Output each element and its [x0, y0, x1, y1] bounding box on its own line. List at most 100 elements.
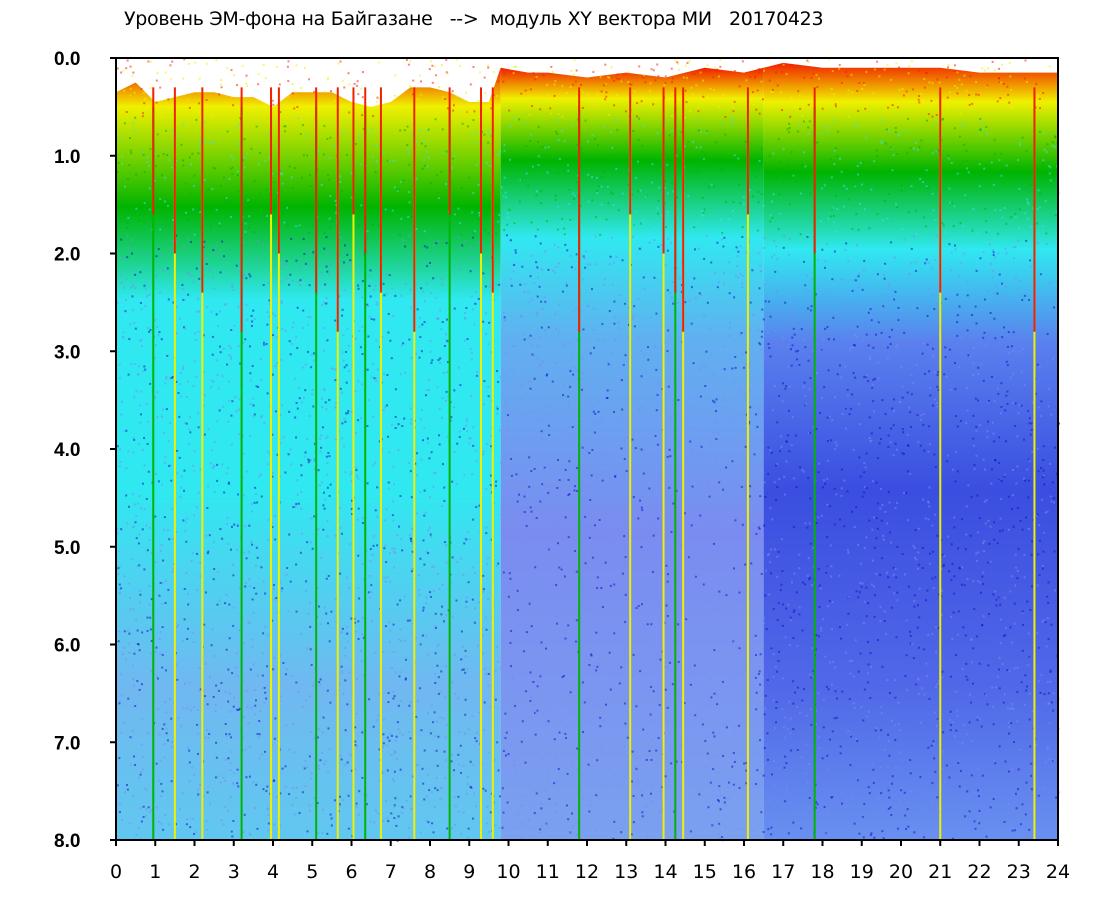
heat-speckle: [799, 124, 802, 127]
heat-speckle: [554, 568, 557, 571]
heat-speckle: [293, 813, 296, 816]
heat-speckle: [460, 658, 463, 661]
heat-speckle: [405, 799, 408, 802]
heat-speckle: [497, 220, 500, 223]
heat-speckle: [227, 700, 230, 703]
heat-speckle: [169, 64, 172, 67]
heat-speckle: [539, 365, 542, 368]
heat-speckle: [399, 373, 402, 376]
heat-speckle: [772, 699, 775, 702]
heat-speckle: [665, 666, 668, 669]
heat-speckle: [776, 167, 779, 170]
heat-speckle: [768, 593, 771, 596]
heat-speckle: [737, 250, 740, 253]
heat-speckle: [781, 570, 784, 573]
heat-speckle: [495, 283, 498, 286]
heat-speckle: [345, 381, 348, 384]
heat-speckle: [608, 474, 611, 477]
heat-speckle: [963, 74, 966, 77]
heat-speckle: [161, 666, 164, 669]
heat-speckle: [868, 792, 871, 795]
heat-speckle: [935, 113, 938, 116]
heat-speckle: [885, 128, 888, 131]
heat-speckle: [575, 833, 578, 836]
heat-speckle: [224, 690, 227, 693]
heat-speckle: [566, 705, 569, 708]
heat-speckle: [418, 356, 421, 359]
heat-speckle: [723, 554, 726, 557]
heat-speckle: [826, 769, 829, 772]
heat-speckle: [216, 603, 219, 606]
heat-speckle: [1048, 165, 1051, 168]
heat-speckle: [649, 711, 652, 714]
heat-speckle: [650, 591, 653, 594]
heat-speckle: [1021, 803, 1024, 806]
heat-speckle: [157, 334, 160, 337]
heat-speckle: [1038, 130, 1041, 133]
heat-speckle: [493, 759, 496, 762]
heat-speckle: [193, 470, 196, 473]
heat-speckle: [374, 809, 377, 812]
heat-speckle: [165, 669, 168, 672]
heat-speckle: [653, 239, 656, 242]
heat-speckle: [656, 132, 659, 135]
heat-speckle: [206, 791, 209, 794]
heat-speckle: [372, 535, 375, 538]
heat-speckle: [197, 297, 200, 300]
heat-speckle: [443, 499, 446, 502]
heat-speckle: [349, 260, 352, 263]
heat-speckle: [758, 112, 761, 115]
heat-speckle: [346, 626, 349, 629]
heat-speckle: [489, 244, 492, 247]
heat-speckle: [855, 335, 858, 338]
heat-speckle: [796, 130, 799, 133]
heat-speckle: [1009, 590, 1012, 593]
heat-speckle: [904, 675, 907, 678]
heat-speckle: [574, 80, 577, 83]
heat-speckle: [993, 153, 996, 156]
heat-speckle: [544, 789, 547, 792]
heat-speckle: [836, 373, 839, 376]
heat-speckle: [568, 188, 571, 191]
heat-speckle: [590, 163, 593, 166]
heat-speckle: [533, 166, 536, 169]
heat-speckle: [392, 159, 395, 162]
heat-speckle: [858, 832, 861, 835]
heat-speckle: [573, 489, 576, 492]
heat-speckle: [192, 281, 195, 284]
heat-speckle: [154, 561, 157, 564]
heat-speckle: [702, 364, 705, 367]
heat-speckle: [909, 411, 912, 414]
heat-speckle: [282, 212, 285, 215]
heat-speckle: [375, 303, 378, 306]
heat-speckle: [710, 443, 713, 446]
heat-speckle: [128, 642, 131, 645]
heat-speckle: [351, 835, 354, 838]
heat-speckle: [248, 578, 251, 581]
heat-speckle: [992, 254, 995, 257]
heat-speckle: [243, 241, 246, 244]
heat-speckle: [740, 828, 743, 831]
heat-speckle: [405, 58, 408, 61]
heat-speckle: [298, 103, 301, 106]
heat-speckle: [384, 580, 387, 583]
heat-speckle: [843, 173, 846, 176]
heat-speckle: [408, 619, 411, 622]
heat-speckle: [243, 138, 246, 141]
heat-speckle: [652, 504, 655, 507]
heat-speckle: [728, 292, 731, 295]
heat-speckle: [1019, 823, 1022, 826]
heat-speckle: [748, 365, 751, 368]
heat-speckle: [291, 326, 294, 329]
heat-speckle: [693, 73, 696, 76]
heat-speckle: [576, 143, 579, 146]
heat-speckle: [588, 536, 591, 539]
heat-speckle: [116, 445, 119, 448]
heat-speckle: [719, 731, 722, 734]
heat-speckle: [1017, 792, 1020, 795]
heat-speckle: [203, 140, 206, 143]
heat-speckle: [586, 263, 589, 266]
heat-speckle: [557, 768, 560, 771]
heat-speckle: [714, 67, 717, 70]
heat-speckle: [565, 737, 568, 740]
